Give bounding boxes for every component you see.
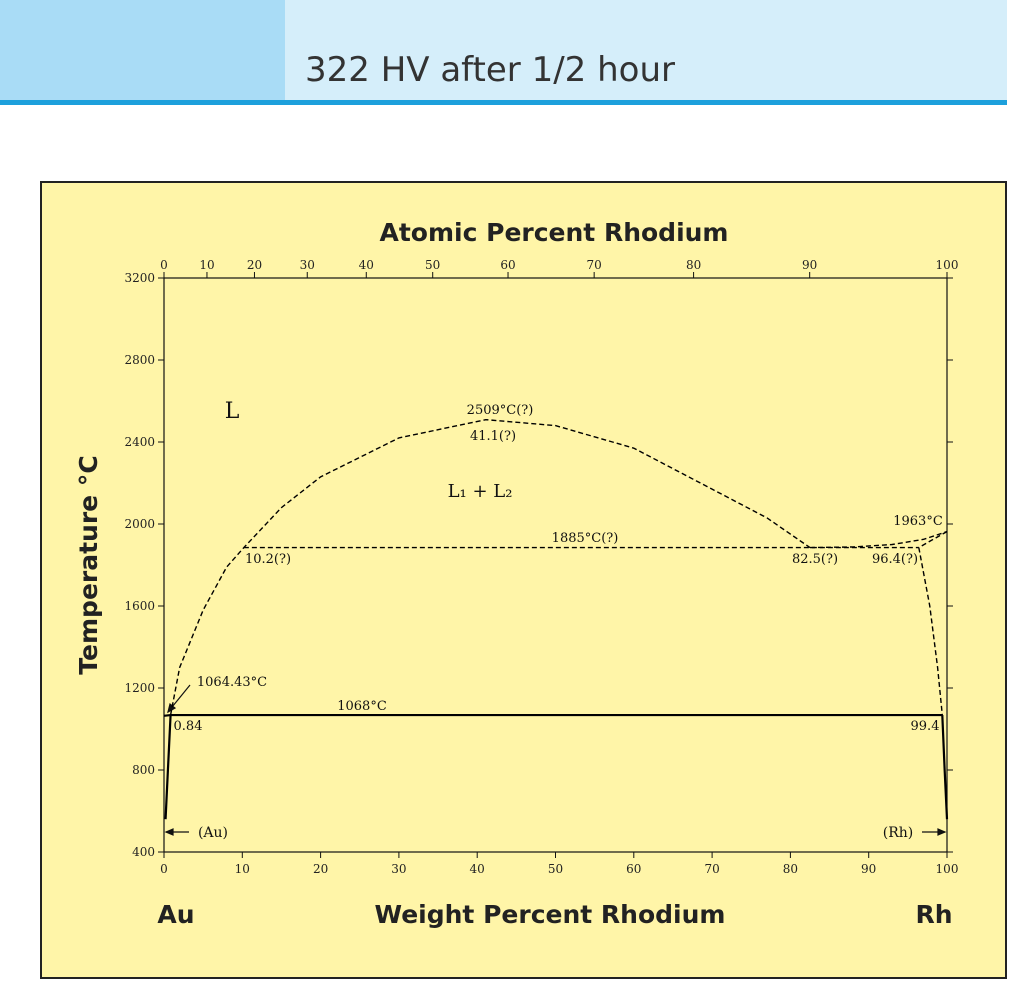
y-tick-label: 2400 [124, 435, 155, 449]
annotation: 99.4 [911, 719, 940, 734]
annotation: 1963°C [893, 514, 943, 529]
y-tick-label: 2800 [124, 353, 155, 367]
y-tick-label: 1600 [124, 599, 155, 613]
x2-tick-label: 30 [300, 258, 315, 272]
chart-frame [40, 181, 1007, 979]
annotation: 1885°C(?) [552, 531, 619, 546]
annotation: (Rh) [883, 825, 913, 841]
x2-tick-label: 80 [686, 258, 701, 272]
annotation: 1064.43°C [197, 675, 267, 690]
annotation: 10.2(?) [245, 552, 291, 567]
x2-tick-label: 50 [425, 258, 440, 272]
annotation: 82.5(?) [792, 552, 838, 567]
x2-tick-label: 40 [359, 258, 374, 272]
left-element: Au [157, 900, 194, 929]
arrows [164, 684, 947, 836]
y-tick-label: 1200 [124, 681, 155, 695]
x-tick-label: 20 [313, 862, 328, 876]
x2-tick-label: 20 [247, 258, 262, 272]
phase-boundary [941, 715, 949, 820]
x-tick-label: 80 [783, 862, 798, 876]
x-tick-label: 40 [470, 862, 485, 876]
x2-axis-title: Atomic Percent Rhodium [380, 218, 729, 247]
x-tick-label: 90 [861, 862, 876, 876]
annotation: L [225, 399, 240, 424]
x2-tick-label: 100 [936, 258, 959, 272]
x-tick-label: 10 [235, 862, 250, 876]
header-title: 322 HV after 1/2 hour [305, 50, 675, 90]
x-axis-title: Weight Percent Rhodium [375, 900, 726, 929]
x-tick-label: 60 [626, 862, 641, 876]
annotation: 0.84 [174, 719, 203, 734]
phase-boundary [164, 715, 172, 820]
y-axis-title: Temperature °C [74, 455, 103, 674]
x-tick-label: 70 [704, 862, 719, 876]
phase-boundary [918, 547, 943, 716]
y-tick-label: 3200 [124, 271, 155, 285]
header-rule [0, 100, 1007, 105]
right-element: Rh [915, 900, 952, 929]
x2-tick-label: 70 [587, 258, 602, 272]
y-tick-label: 400 [132, 845, 155, 859]
x-tick-label: 0 [160, 862, 168, 876]
header-block-left [0, 0, 285, 100]
y-tick-label: 2000 [124, 517, 155, 531]
chart: Atomic Percent Rhodium Weight Percent Rh… [74, 218, 958, 929]
phase-boundary [169, 418, 811, 716]
annotation: 1068°C [337, 699, 387, 714]
annotation: 96.4(?) [872, 552, 918, 567]
annotation: 41.1(?) [470, 429, 516, 444]
annotation: (Au) [198, 825, 228, 841]
y-tick-label: 800 [132, 763, 155, 777]
arrow-head [937, 828, 947, 836]
header-block-right [285, 0, 1007, 100]
x-tick-label: 50 [548, 862, 563, 876]
phase-boundary [809, 530, 948, 549]
annotation: L₁ + L₂ [448, 481, 513, 502]
annotation: 2509°C(?) [467, 403, 534, 418]
x-tick-label: 30 [391, 862, 406, 876]
x-tick-label: 100 [936, 862, 959, 876]
x2-tick-label: 0 [160, 258, 168, 272]
x2-tick-label: 10 [199, 258, 214, 272]
phase-boundary [918, 530, 948, 549]
x2-tick-label: 90 [802, 258, 817, 272]
arrow-head [164, 828, 174, 836]
x2-tick-label: 60 [500, 258, 515, 272]
